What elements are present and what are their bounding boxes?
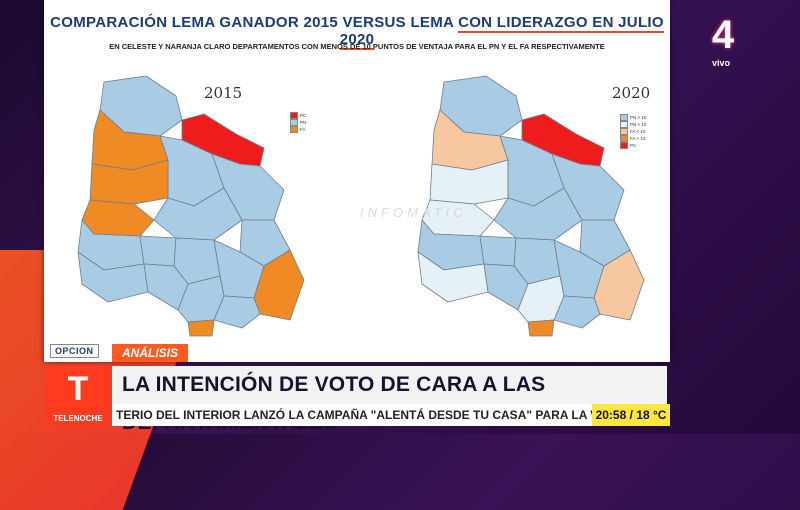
legend-label: PC xyxy=(300,113,307,118)
legend-label: PC xyxy=(630,143,637,148)
legend-swatch xyxy=(290,112,298,119)
watermark-text: INFOMATIC xyxy=(360,205,467,220)
dept-montevideo xyxy=(187,319,215,337)
map-2020 xyxy=(417,75,645,337)
dept-durazno xyxy=(153,187,243,241)
legend-label: FA xyxy=(300,127,306,132)
opcion-logo: OPCION xyxy=(50,344,99,358)
legend-swatch xyxy=(620,142,628,149)
legend-label: PN > 10 xyxy=(630,115,647,120)
legend-swatch xyxy=(290,119,298,126)
slide-title-part2: CON LIDERAZGO EN JULIO 2020 xyxy=(339,14,664,50)
legend-2015: PC PN FA xyxy=(290,112,306,133)
news-ticker: TERIO DEL INTERIOR LANZÓ LA CAMPAÑA "ALE… xyxy=(112,404,592,426)
legend-swatch xyxy=(620,135,628,142)
legend-item: PN > 10 xyxy=(620,114,646,121)
section-tag: ANÁLISIS xyxy=(112,344,189,362)
slide-panel: COMPARACIÓN LEMA GANADOR 2015 VERSUS LEM… xyxy=(44,0,670,362)
legend-item: FA > 10 xyxy=(620,135,646,142)
telenoche-label: TELENOCHE xyxy=(53,414,103,423)
channel-number: 4 xyxy=(711,13,735,57)
headline-bar: LA INTENCIÓN DE VOTO DE CARA A LAS DEPAR… xyxy=(112,366,667,434)
legend-swatch xyxy=(620,114,628,121)
legend-2020: PN > 10 PN < 10 FA < 10 FA > 10 PC xyxy=(620,114,646,149)
legend-item: PC xyxy=(620,142,646,149)
legend-item: PC xyxy=(290,112,306,119)
legend-label: FA < 10 xyxy=(630,129,646,134)
legend-swatch xyxy=(620,121,628,128)
dept-rionegro xyxy=(81,199,155,237)
legend-item: FA < 10 xyxy=(620,128,646,135)
map-2015 xyxy=(77,75,305,337)
slide-title: COMPARACIÓN LEMA GANADOR 2015 VERSUS LEM… xyxy=(44,14,670,50)
slide-subtitle: EN CELESTE Y NARANJA CLARO DEPARTAMENTOS… xyxy=(109,42,605,51)
legend-item: FA xyxy=(290,126,306,133)
telenoche-logo: T TELENOCHE xyxy=(46,366,110,426)
clock-temperature: 20:58 / 18 °C xyxy=(592,404,670,426)
legend-label: PN < 10 xyxy=(630,122,647,127)
legend-item: PN xyxy=(290,119,306,126)
dept-flores xyxy=(139,235,177,267)
legend-swatch xyxy=(620,128,628,135)
legend-item: PN < 10 xyxy=(620,121,646,128)
legend-label: FA > 10 xyxy=(630,136,646,141)
legend-label: PN xyxy=(300,120,307,125)
dept-maldonado xyxy=(213,295,261,329)
dept-durazno xyxy=(493,187,583,241)
dept-maldonado xyxy=(553,295,601,329)
dept-montevideo xyxy=(527,319,555,337)
year-2020-label: 2020 xyxy=(612,84,651,102)
legend-swatch xyxy=(290,126,298,133)
live-label: vivo xyxy=(712,58,731,68)
channel-4-logo: 4 vivo xyxy=(702,13,744,68)
year-2015-label: 2015 xyxy=(204,84,243,102)
dept-flores xyxy=(479,235,517,267)
telenoche-letter: T xyxy=(67,370,89,408)
slide-title-part1: COMPARACIÓN LEMA GANADOR 2015 VERSUS LEM… xyxy=(50,14,459,31)
